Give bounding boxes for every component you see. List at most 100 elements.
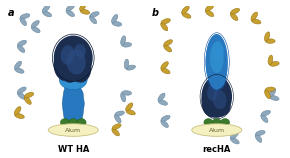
Ellipse shape bbox=[265, 87, 275, 92]
Ellipse shape bbox=[212, 119, 221, 126]
Ellipse shape bbox=[270, 61, 279, 66]
Ellipse shape bbox=[14, 61, 21, 69]
Ellipse shape bbox=[206, 34, 228, 90]
Ellipse shape bbox=[121, 92, 126, 102]
Ellipse shape bbox=[43, 11, 52, 17]
Ellipse shape bbox=[112, 124, 121, 130]
Ellipse shape bbox=[161, 68, 170, 74]
Ellipse shape bbox=[210, 43, 224, 73]
Ellipse shape bbox=[90, 12, 99, 17]
Ellipse shape bbox=[204, 119, 213, 126]
Ellipse shape bbox=[182, 12, 191, 18]
Ellipse shape bbox=[126, 65, 135, 70]
Ellipse shape bbox=[213, 41, 224, 61]
Ellipse shape bbox=[255, 134, 262, 142]
Ellipse shape bbox=[61, 55, 80, 83]
Ellipse shape bbox=[69, 119, 78, 126]
Ellipse shape bbox=[126, 110, 135, 115]
Ellipse shape bbox=[230, 13, 238, 21]
Ellipse shape bbox=[269, 95, 279, 100]
Ellipse shape bbox=[209, 41, 227, 88]
Ellipse shape bbox=[54, 43, 82, 81]
Ellipse shape bbox=[158, 100, 168, 105]
Text: b: b bbox=[151, 8, 158, 18]
Ellipse shape bbox=[231, 138, 239, 144]
Ellipse shape bbox=[59, 70, 87, 90]
Text: recHA: recHA bbox=[203, 145, 231, 154]
Ellipse shape bbox=[126, 103, 133, 111]
Ellipse shape bbox=[203, 95, 231, 118]
Ellipse shape bbox=[66, 10, 75, 17]
Ellipse shape bbox=[60, 119, 69, 126]
Ellipse shape bbox=[17, 40, 27, 46]
Ellipse shape bbox=[213, 90, 226, 109]
Ellipse shape bbox=[230, 132, 238, 139]
Ellipse shape bbox=[80, 2, 86, 11]
Ellipse shape bbox=[124, 59, 129, 69]
Text: WT HA: WT HA bbox=[57, 145, 89, 154]
Ellipse shape bbox=[66, 47, 92, 83]
Ellipse shape bbox=[77, 119, 86, 126]
Ellipse shape bbox=[161, 19, 170, 24]
Text: a: a bbox=[8, 8, 14, 18]
Ellipse shape bbox=[164, 40, 173, 46]
Ellipse shape bbox=[161, 62, 168, 69]
Ellipse shape bbox=[75, 44, 86, 58]
Ellipse shape bbox=[90, 16, 97, 24]
Ellipse shape bbox=[164, 45, 172, 52]
Ellipse shape bbox=[31, 27, 40, 33]
Ellipse shape bbox=[261, 115, 268, 122]
Ellipse shape bbox=[14, 107, 21, 115]
Ellipse shape bbox=[66, 49, 86, 74]
Ellipse shape bbox=[112, 14, 118, 23]
Ellipse shape bbox=[15, 68, 24, 73]
Ellipse shape bbox=[265, 39, 275, 43]
Ellipse shape bbox=[207, 84, 218, 101]
Ellipse shape bbox=[31, 21, 39, 28]
Ellipse shape bbox=[121, 36, 126, 45]
Ellipse shape bbox=[261, 110, 271, 116]
Ellipse shape bbox=[264, 90, 270, 99]
Ellipse shape bbox=[17, 87, 26, 93]
Ellipse shape bbox=[161, 115, 170, 121]
Ellipse shape bbox=[158, 93, 165, 101]
Ellipse shape bbox=[206, 34, 225, 84]
Ellipse shape bbox=[268, 55, 273, 65]
Ellipse shape bbox=[20, 17, 27, 26]
Ellipse shape bbox=[24, 96, 31, 104]
Ellipse shape bbox=[231, 8, 240, 14]
Ellipse shape bbox=[115, 111, 124, 116]
Ellipse shape bbox=[122, 91, 132, 95]
Ellipse shape bbox=[54, 36, 93, 80]
Ellipse shape bbox=[251, 12, 258, 20]
Ellipse shape bbox=[112, 128, 119, 136]
Ellipse shape bbox=[209, 77, 231, 108]
Text: Alum: Alum bbox=[65, 128, 81, 133]
Ellipse shape bbox=[15, 114, 24, 118]
Ellipse shape bbox=[48, 124, 98, 136]
Ellipse shape bbox=[221, 119, 230, 126]
Text: Alum: Alum bbox=[209, 128, 225, 133]
Ellipse shape bbox=[122, 43, 132, 47]
Ellipse shape bbox=[202, 84, 226, 118]
Ellipse shape bbox=[202, 76, 232, 118]
Ellipse shape bbox=[251, 19, 261, 24]
Ellipse shape bbox=[61, 45, 75, 65]
Ellipse shape bbox=[264, 32, 270, 41]
Ellipse shape bbox=[115, 115, 121, 123]
Ellipse shape bbox=[205, 10, 214, 17]
Ellipse shape bbox=[58, 38, 88, 63]
Ellipse shape bbox=[182, 6, 189, 14]
Ellipse shape bbox=[192, 124, 242, 136]
PathPatch shape bbox=[62, 87, 84, 122]
Ellipse shape bbox=[17, 92, 25, 99]
Ellipse shape bbox=[25, 92, 34, 98]
Ellipse shape bbox=[256, 131, 265, 135]
Ellipse shape bbox=[80, 9, 90, 14]
Ellipse shape bbox=[205, 4, 214, 11]
Ellipse shape bbox=[269, 88, 276, 97]
Ellipse shape bbox=[42, 5, 50, 12]
Ellipse shape bbox=[20, 14, 30, 19]
Ellipse shape bbox=[112, 21, 122, 26]
Ellipse shape bbox=[66, 4, 75, 11]
